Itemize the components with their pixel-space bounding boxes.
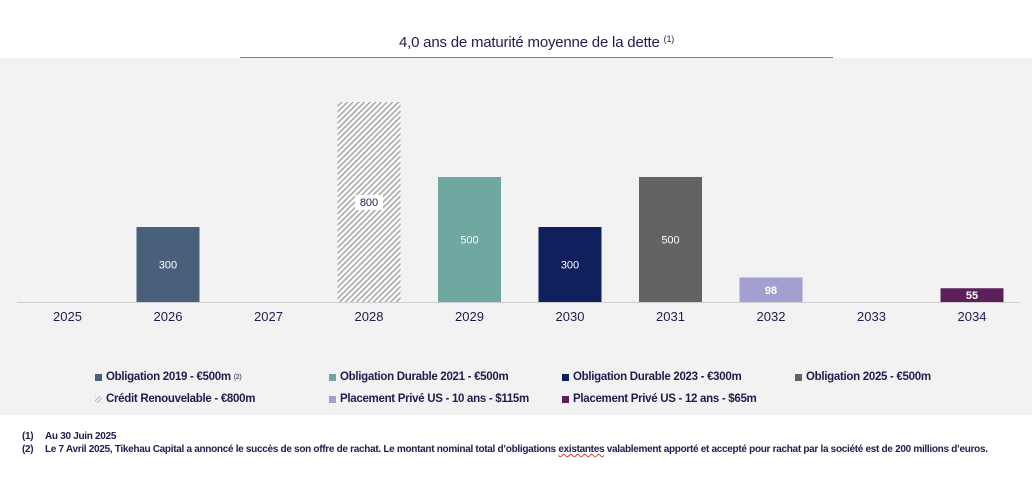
data-label: 98 bbox=[765, 285, 777, 297]
x-tick-label: 2029 bbox=[455, 309, 484, 324]
bar-2026 bbox=[136, 227, 200, 302]
bar-2031 bbox=[639, 177, 702, 302]
chart-title-text: 4,0 ans de maturité moyenne de la dette bbox=[398, 34, 660, 51]
data-label: 300 bbox=[561, 260, 579, 272]
x-tick-label: 2025 bbox=[53, 309, 82, 324]
bar-2032 bbox=[739, 277, 803, 302]
x-tick-label: 2028 bbox=[355, 309, 384, 324]
legend-swatch bbox=[95, 395, 102, 403]
legend-swatch bbox=[562, 395, 569, 403]
legend-label: Obligation 2025 - €500m bbox=[806, 371, 931, 383]
data-label: 55 bbox=[966, 290, 978, 302]
legend-item: Obligation Durable 2023 - €300m bbox=[562, 371, 742, 383]
footnote-text-part: Le 7 Avril 2025, Tikehau Capital a annon… bbox=[45, 444, 559, 455]
legend-swatch bbox=[329, 395, 336, 403]
footnote-text: Le 7 Avril 2025, Tikehau Capital a annon… bbox=[45, 443, 988, 456]
legend-swatch bbox=[95, 373, 102, 381]
data-label: 800 bbox=[360, 197, 378, 209]
data-label-background bbox=[355, 195, 383, 210]
legend-label: Obligation Durable 2021 - €500m bbox=[340, 371, 509, 383]
title-footnote-ref: (1) bbox=[663, 34, 675, 44]
legend-label: Crédit Renouvelable - €800m bbox=[106, 393, 256, 405]
data-label: 300 bbox=[159, 260, 177, 272]
legend-item: Placement Privé US - 10 ans - $115m bbox=[329, 393, 529, 405]
bar-chart: 300 800 500 300 500 98 55 2025 2026 2027 2028 2029… bbox=[17, 102, 1020, 324]
legend-swatch bbox=[329, 373, 336, 381]
legend-label: Placement Privé US - 12 ans - $65m bbox=[573, 393, 757, 405]
footnote-text-part: valablement apporté et accepté pour rach… bbox=[604, 444, 988, 455]
footnote-1: (1) Au 30 Juin 2025 bbox=[22, 430, 988, 443]
footnotes: (1) Au 30 Juin 2025 (2) Le 7 Avril 2025,… bbox=[22, 430, 988, 456]
legend-item: Obligation 2025 - €500m bbox=[795, 371, 931, 383]
footnote-number: (1) bbox=[22, 431, 34, 442]
x-tick-label: 2032 bbox=[757, 309, 786, 324]
spellcheck-flagged-word[interactable]: existantes bbox=[558, 444, 605, 455]
footnote-number: (2) bbox=[22, 444, 34, 455]
legend-swatch bbox=[795, 373, 802, 381]
x-tick-label: 2031 bbox=[656, 309, 685, 324]
legend-item: Crédit Renouvelable - €800m bbox=[95, 393, 255, 405]
title-underline bbox=[240, 57, 833, 58]
legend-label: Obligation 2019 - €500m bbox=[106, 371, 231, 383]
legend-item: Placement Privé US - 12 ans - $65m bbox=[562, 393, 757, 405]
legend-swatch bbox=[562, 373, 569, 381]
x-tick-label: 2034 bbox=[958, 309, 987, 324]
data-label: 500 bbox=[661, 235, 679, 247]
bar-2034 bbox=[940, 288, 1004, 302]
legend-label: Placement Privé US - 10 ans - $115m bbox=[340, 393, 529, 405]
chart-title: 4,0 ans de maturité moyenne de la dette … bbox=[240, 34, 833, 51]
bar-2030 bbox=[538, 227, 602, 302]
x-tick-label: 2030 bbox=[556, 309, 585, 324]
data-label: 500 bbox=[460, 235, 478, 247]
x-tick-label: 2026 bbox=[154, 309, 183, 324]
x-tick-label: 2033 bbox=[857, 309, 886, 324]
footnote-text: Au 30 Juin 2025 bbox=[45, 431, 117, 442]
legend-label: Obligation Durable 2023 - €300m bbox=[573, 371, 742, 383]
footnote-2: (2) Le 7 Avril 2025, Tikehau Capital a a… bbox=[22, 443, 988, 456]
legend-item: Obligation 2019 - €500m (2) bbox=[95, 371, 242, 383]
legend-item: Obligation Durable 2021 - €500m bbox=[329, 371, 509, 383]
legend-footnote-ref: (2) bbox=[233, 373, 242, 381]
bar-2029 bbox=[438, 177, 501, 302]
x-tick-label: 2027 bbox=[254, 309, 283, 324]
